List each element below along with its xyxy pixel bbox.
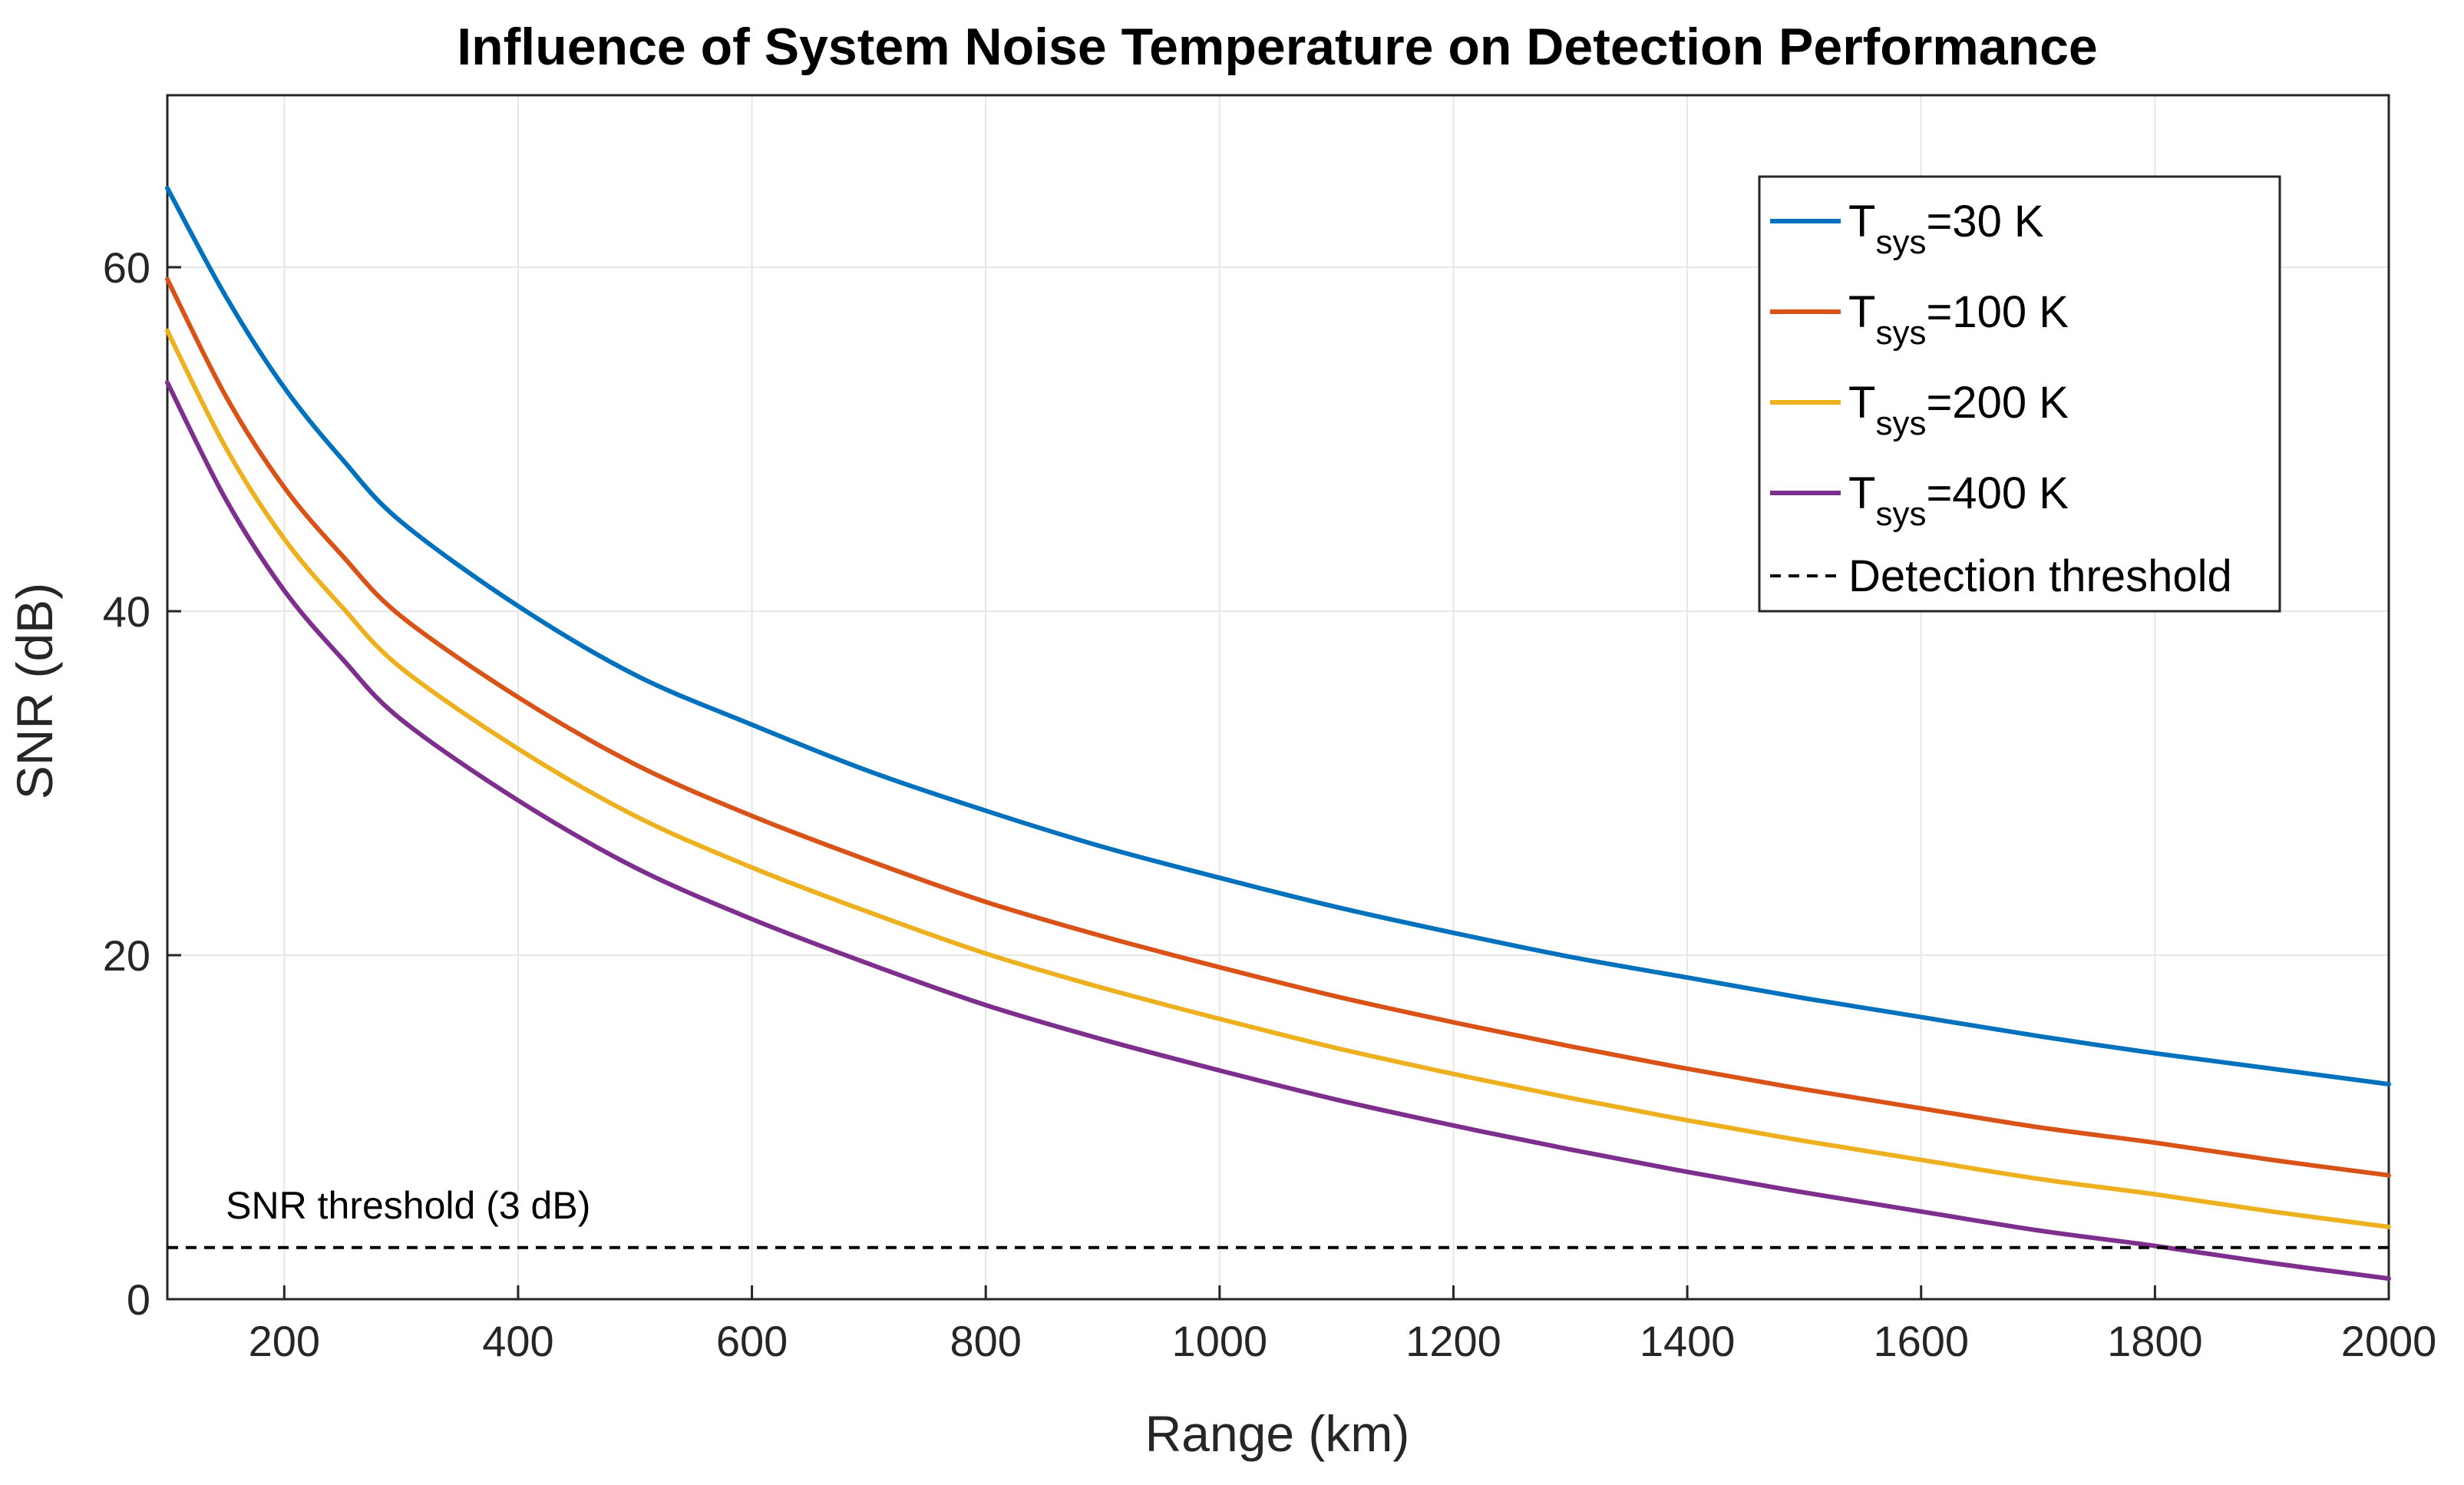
x-tick-label: 200 xyxy=(249,1317,320,1365)
x-tick-label: 1000 xyxy=(1172,1317,1268,1365)
y-tick-label: 0 xyxy=(127,1275,150,1324)
chart-title: Influence of System Noise Temperature on… xyxy=(457,18,2098,76)
x-tick-label: 1800 xyxy=(2107,1317,2203,1365)
series-lines xyxy=(165,186,2391,1282)
y-tick-label: 20 xyxy=(103,931,150,980)
plot-area xyxy=(166,94,2390,1301)
threshold-annotation: SNR threshold (3 dB) xyxy=(226,1184,590,1227)
legend-entry-label: Tsys=100 K xyxy=(1848,287,2069,352)
legend-entry-label: Tsys=30 K xyxy=(1848,197,2044,261)
legend: Tsys=30 K Tsys=100 K Tsys=200 K Tsys=400 K D… xyxy=(1758,175,2281,613)
legend-entry-label: Tsys=400 K xyxy=(1848,468,2069,533)
series-line-2 xyxy=(165,276,2391,1178)
axis-ticks: 200 400 600 800 1000 1200 1400 1600 1800 2000 0 20 4… xyxy=(103,243,2437,1365)
x-tick-label: 1200 xyxy=(1405,1317,1501,1365)
y-tick-label: 40 xyxy=(103,587,150,636)
legend-box xyxy=(1758,175,2281,613)
series-line-1 xyxy=(165,186,2391,1086)
series-line-3 xyxy=(165,328,2391,1229)
x-tick-label: 600 xyxy=(716,1317,788,1365)
series-line-4 xyxy=(165,380,2391,1282)
legend-entry-threshold: Detection threshold xyxy=(1848,551,2232,601)
x-tick-label: 800 xyxy=(950,1317,1021,1365)
x-tick-label: 400 xyxy=(482,1317,553,1365)
y-tick-label: 60 xyxy=(103,243,150,292)
x-tick-label: 2000 xyxy=(2341,1317,2437,1365)
x-axis-label: Range (km) xyxy=(1145,1405,1410,1462)
x-tick-label: 1600 xyxy=(1873,1317,1969,1365)
y-axis-label: SNR (dB) xyxy=(6,583,63,799)
legend-entry-label: Tsys=200 K xyxy=(1848,378,2069,442)
x-tick-label: 1400 xyxy=(1640,1317,1736,1365)
